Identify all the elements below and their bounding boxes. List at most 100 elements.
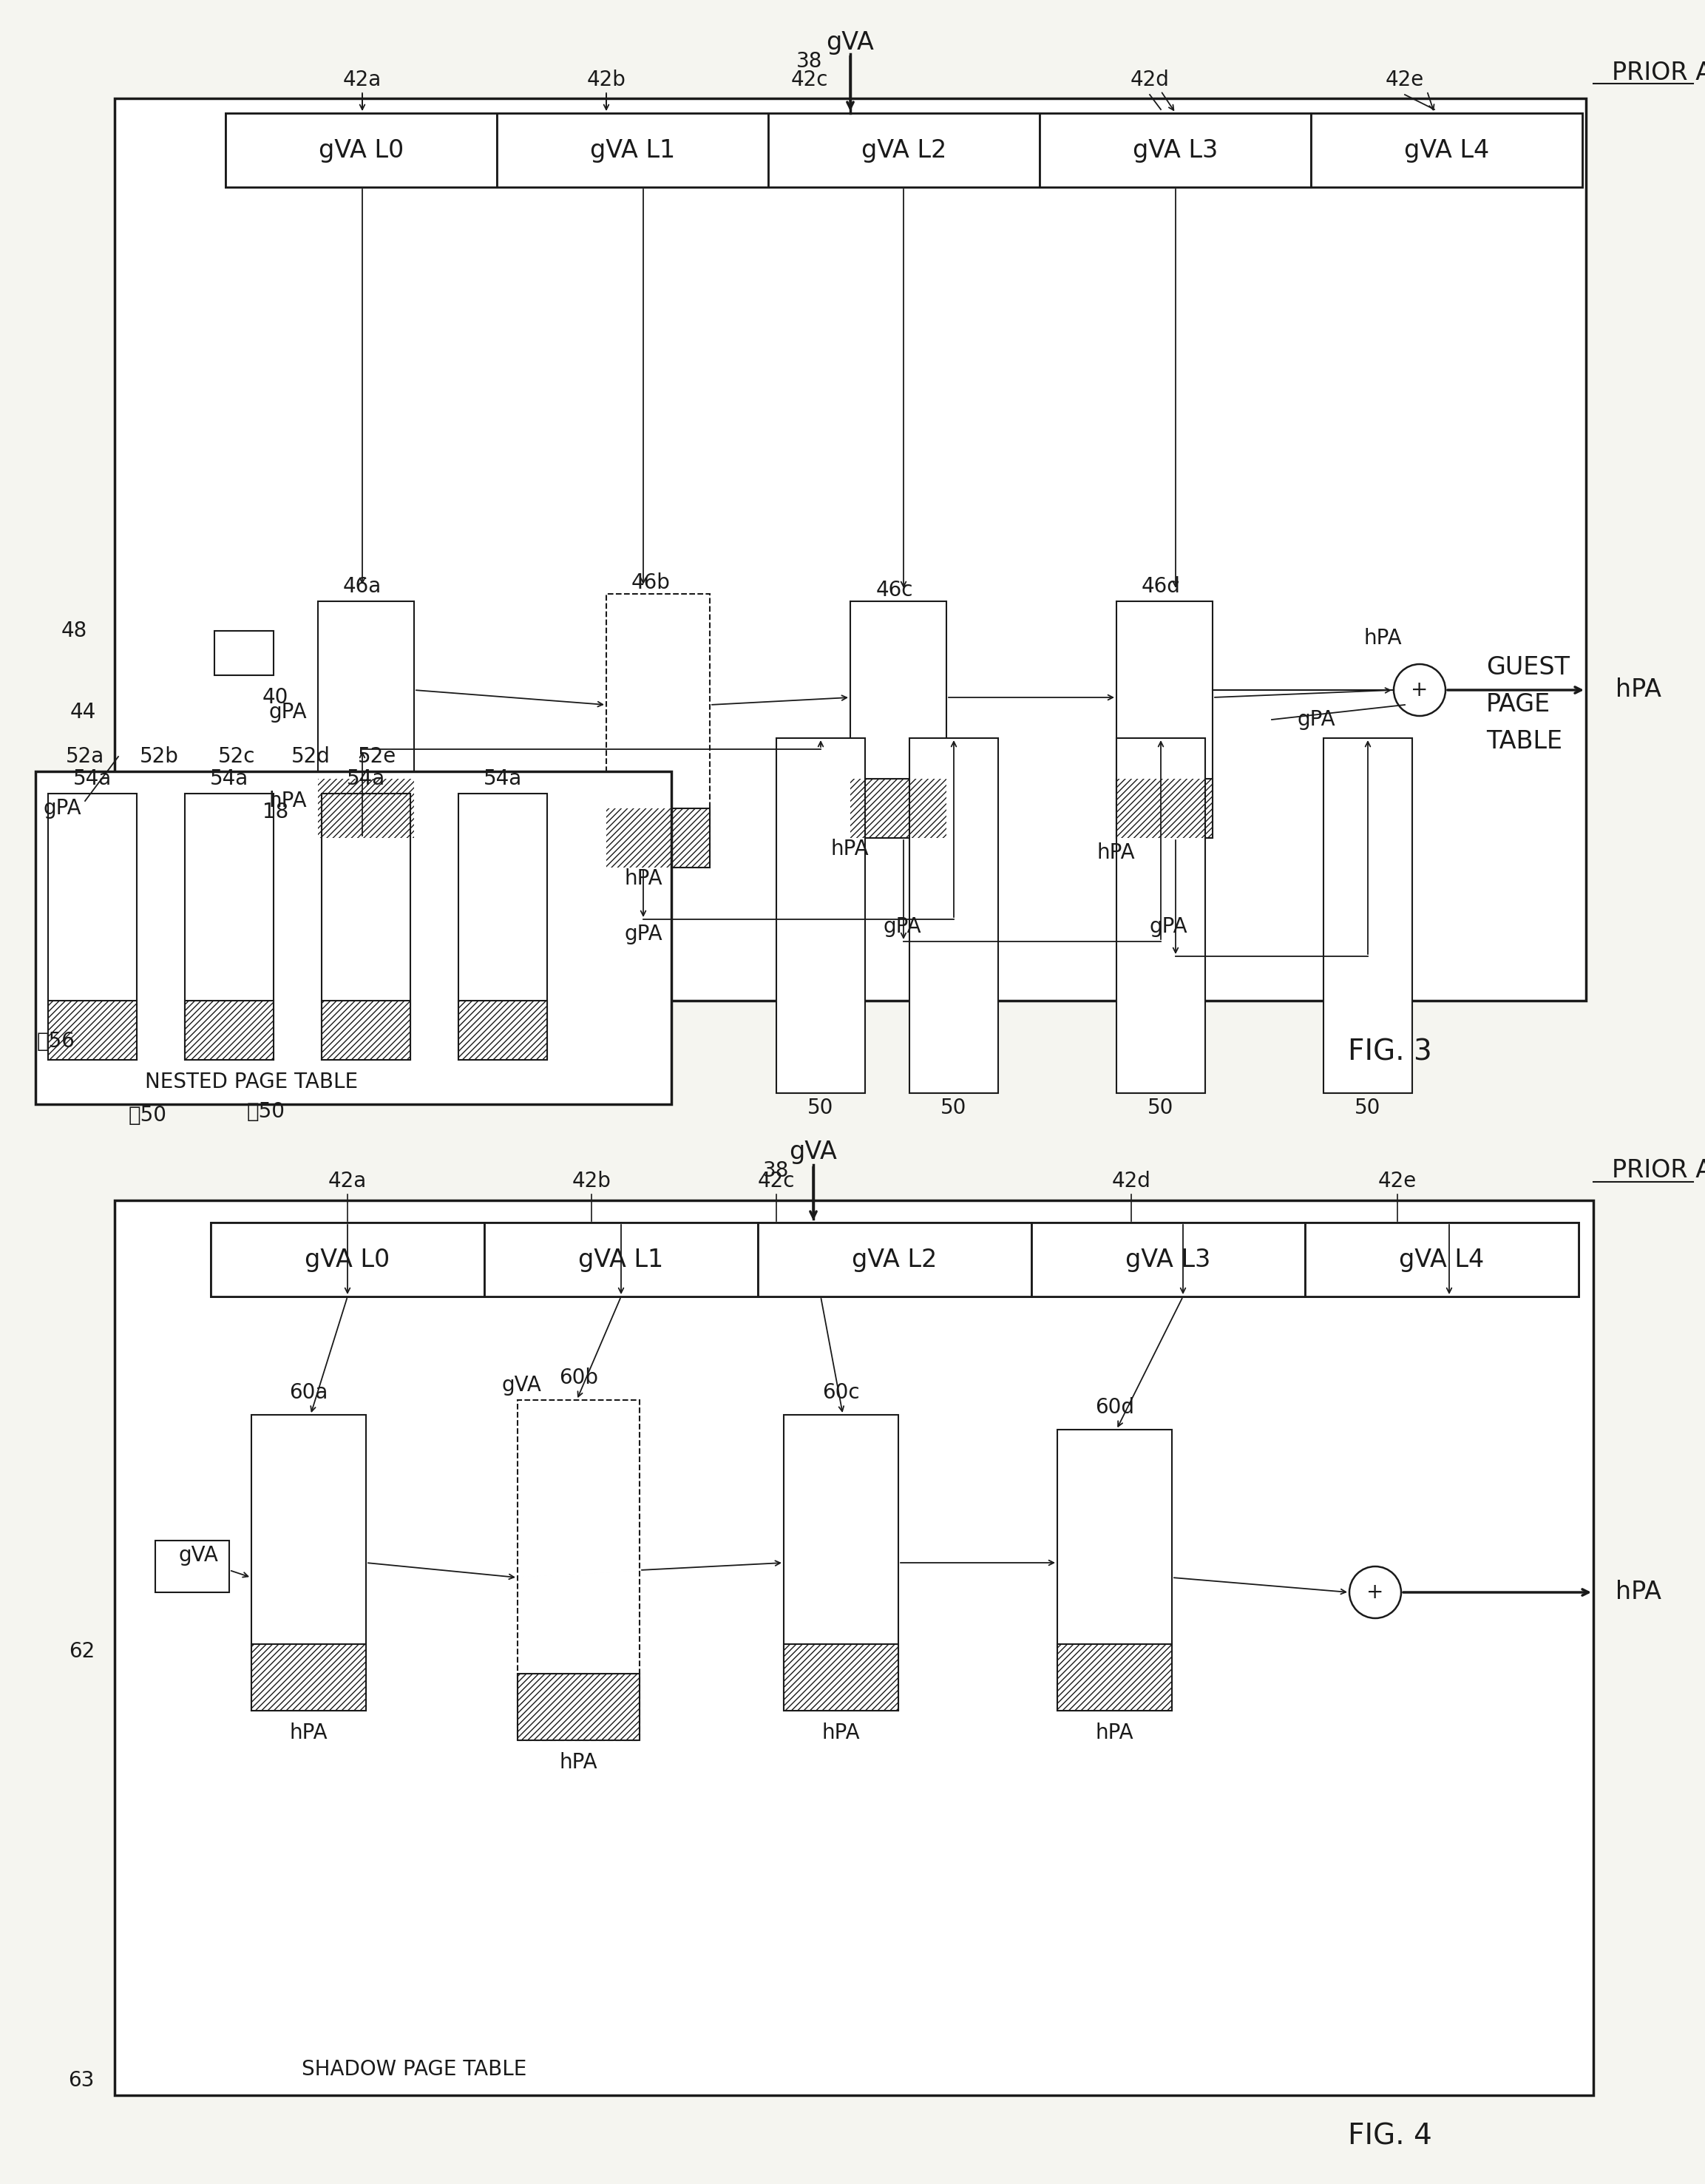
Bar — [1304, 1223, 1579, 1297]
Bar — [48, 1000, 136, 1059]
Text: 50: 50 — [808, 1099, 834, 1118]
Text: 42b: 42b — [587, 70, 626, 90]
Text: gPA: gPA — [624, 924, 662, 943]
Text: 42e: 42e — [1378, 1171, 1417, 1192]
Text: gPA: gPA — [269, 701, 307, 723]
Bar — [1323, 738, 1412, 1094]
Text: hPA: hPA — [1616, 1581, 1661, 1605]
Bar — [48, 1000, 136, 1059]
Text: 52b: 52b — [140, 747, 179, 767]
Bar — [784, 1645, 899, 1710]
Bar — [322, 1000, 411, 1059]
Text: hPA: hPA — [1616, 677, 1661, 703]
Bar — [211, 1223, 484, 1297]
Bar — [851, 601, 946, 839]
Text: FIG. 3: FIG. 3 — [1349, 1037, 1432, 1066]
Bar — [211, 1223, 1579, 1297]
Bar — [459, 1000, 547, 1059]
Text: gVA L1: gVA L1 — [578, 1247, 663, 1271]
Text: 60c: 60c — [822, 1382, 859, 1402]
Bar — [317, 780, 414, 839]
Text: ⌕50: ⌕50 — [128, 1105, 167, 1125]
Bar — [251, 1645, 367, 1710]
Text: gVA: gVA — [827, 31, 875, 55]
Text: 50: 50 — [1355, 1099, 1381, 1118]
Text: gVA L1: gVA L1 — [590, 138, 675, 162]
Bar — [1057, 1645, 1171, 1710]
Bar — [1117, 601, 1212, 839]
Text: +: + — [1367, 1581, 1384, 1603]
Text: ⌕50: ⌕50 — [247, 1101, 285, 1123]
Text: 48: 48 — [61, 620, 87, 642]
Text: 44: 44 — [70, 701, 95, 723]
Text: SHADOW PAGE TABLE: SHADOW PAGE TABLE — [302, 2060, 527, 2079]
Text: 52a: 52a — [66, 747, 104, 767]
Text: GUEST: GUEST — [1487, 655, 1570, 679]
Text: gPA: gPA — [43, 797, 82, 819]
Text: 60a: 60a — [290, 1382, 327, 1402]
Text: 54a: 54a — [346, 769, 385, 788]
Bar — [459, 793, 547, 1059]
Bar — [757, 1223, 1032, 1297]
Text: +: + — [1412, 679, 1429, 701]
Bar — [48, 793, 136, 1059]
Text: 42d: 42d — [1130, 70, 1170, 90]
Bar — [776, 738, 864, 1094]
Text: 42c: 42c — [757, 1171, 795, 1192]
Text: gPA: gPA — [1298, 710, 1335, 729]
Text: gVA L2: gVA L2 — [852, 1247, 938, 1271]
Bar — [317, 601, 414, 839]
Bar — [155, 1540, 228, 1592]
Bar — [518, 1673, 639, 1741]
Text: 50: 50 — [941, 1099, 967, 1118]
Bar — [1311, 114, 1582, 188]
Text: 42a: 42a — [343, 70, 382, 90]
Bar — [518, 1400, 639, 1741]
Text: 52e: 52e — [358, 747, 396, 767]
Bar — [1117, 780, 1212, 839]
Text: gVA L4: gVA L4 — [1403, 138, 1488, 162]
Text: 46a: 46a — [343, 577, 382, 596]
Bar — [322, 1000, 411, 1059]
Text: 54a: 54a — [73, 769, 113, 788]
Text: hPA: hPA — [830, 839, 870, 858]
Text: 54a: 54a — [210, 769, 249, 788]
Text: gVA L3: gVA L3 — [1125, 1247, 1211, 1271]
Bar — [1057, 1431, 1171, 1710]
Text: 42e: 42e — [1386, 70, 1424, 90]
Text: 63: 63 — [68, 2070, 95, 2090]
Bar — [251, 1415, 367, 1710]
Text: 42a: 42a — [327, 1171, 367, 1192]
Text: gPA: gPA — [1149, 917, 1187, 937]
Text: 62: 62 — [68, 1640, 95, 1662]
Bar — [607, 808, 709, 867]
Text: 46c: 46c — [876, 579, 914, 601]
Bar — [909, 738, 997, 1094]
Bar — [1032, 1223, 1304, 1297]
Text: gPA: gPA — [883, 917, 921, 937]
Text: 18: 18 — [263, 802, 288, 823]
Bar — [36, 771, 672, 1105]
Text: ⌕56: ⌕56 — [38, 1031, 75, 1053]
Bar — [784, 1645, 899, 1710]
Bar — [184, 1000, 273, 1059]
Text: hPA: hPA — [1364, 629, 1402, 649]
Text: hPA: hPA — [624, 869, 662, 889]
Text: gVA L3: gVA L3 — [1132, 138, 1217, 162]
Text: PRIOR ART: PRIOR ART — [1611, 61, 1705, 85]
Text: hPA: hPA — [822, 1723, 859, 1743]
Text: 42b: 42b — [571, 1171, 610, 1192]
Text: 52d: 52d — [292, 747, 331, 767]
Bar — [1057, 1645, 1171, 1710]
Bar — [184, 1000, 273, 1059]
Bar — [518, 1673, 639, 1741]
Text: NESTED PAGE TABLE: NESTED PAGE TABLE — [145, 1072, 358, 1092]
Text: TABLE: TABLE — [1487, 729, 1562, 753]
Text: hPA: hPA — [1096, 843, 1136, 863]
Text: 50: 50 — [1147, 1099, 1175, 1118]
Bar — [215, 631, 273, 675]
Text: PAGE: PAGE — [1487, 692, 1550, 716]
Bar — [114, 98, 1586, 1000]
Text: gVA L4: gVA L4 — [1400, 1247, 1485, 1271]
Text: hPA: hPA — [290, 1723, 327, 1743]
